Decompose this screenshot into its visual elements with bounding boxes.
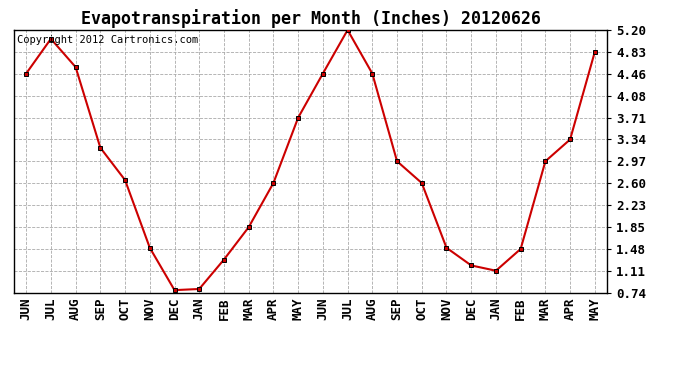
Title: Evapotranspiration per Month (Inches) 20120626: Evapotranspiration per Month (Inches) 20… bbox=[81, 9, 540, 28]
Text: Copyright 2012 Cartronics.com: Copyright 2012 Cartronics.com bbox=[17, 35, 198, 45]
